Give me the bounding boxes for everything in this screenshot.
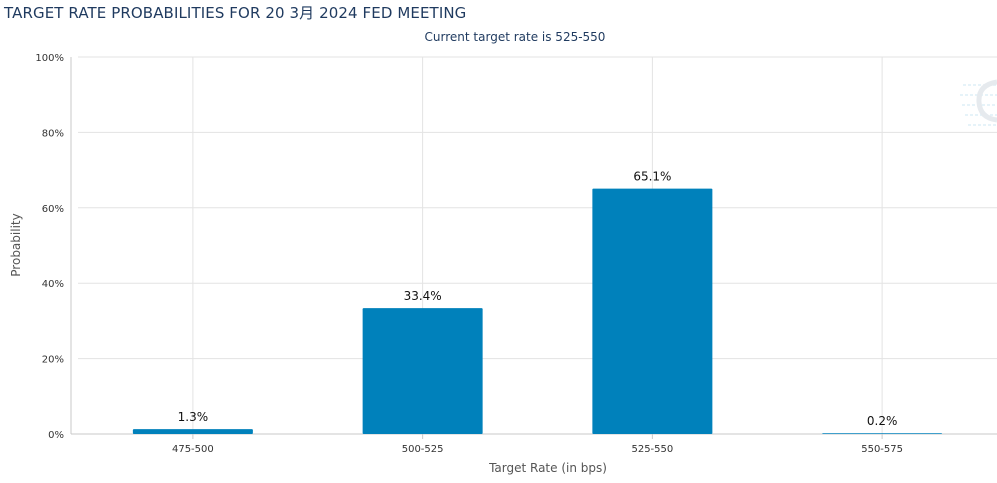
y-tick-label: 20% [42,355,64,366]
y-tick-label: 80% [42,128,64,139]
bar-550-575[interactable] [822,433,943,434]
data-label: 1.3% [178,410,209,424]
bar-525-550[interactable] [592,188,713,434]
data-label: 0.2% [867,414,898,428]
x-tick-label: 500-525 [402,444,444,455]
x-tick-label: 475-500 [172,444,214,455]
x-axis-title: Target Rate (in bps) [488,461,607,475]
watermark-logo [960,79,997,126]
data-label: 33.4% [404,289,442,303]
y-tick-label: 40% [42,279,64,290]
x-tick-label: 525-550 [631,444,673,455]
bar-475-500[interactable] [132,429,253,434]
data-label: 65.1% [633,170,671,184]
chart-title: TARGET RATE PROBABILITIES FOR 20 3月 2024… [4,4,467,22]
y-tick-label: 60% [42,204,64,215]
y-axis-title: Probability [9,213,23,276]
y-tick-label: 0% [48,430,64,441]
chart-subtitle: Current target rate is 525-550 [425,30,606,44]
bar-500-525[interactable] [362,308,483,434]
x-tick-label: 550-575 [861,444,903,455]
y-tick-label: 100% [35,53,64,64]
